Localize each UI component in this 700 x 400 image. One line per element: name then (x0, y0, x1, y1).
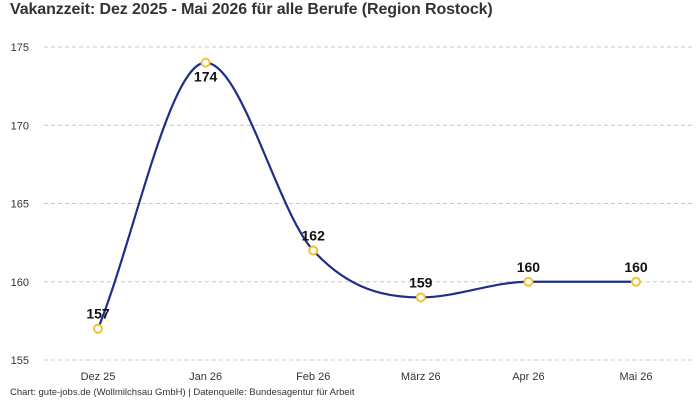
x-tick-label: Feb 26 (296, 371, 330, 383)
data-point (200, 57, 211, 68)
x-tick-label: Apr 26 (512, 371, 544, 383)
x-tick-label: Jan 26 (189, 371, 222, 383)
x-tick-label: März 26 (401, 371, 441, 383)
data-point (523, 276, 534, 287)
data-point (415, 292, 426, 303)
y-axis-ticks: 155 160 165 170 175 (11, 42, 29, 367)
data-label: 160 (624, 259, 648, 275)
data-label: 162 (302, 227, 326, 243)
data-point (631, 276, 641, 287)
data-labels: 157 174 162 159 160 160 (86, 69, 648, 322)
data-point (308, 245, 319, 256)
data-label: 174 (194, 69, 218, 85)
chart-footer: Chart: gute-jobs.de (Wollmilchsau GmbH) … (10, 387, 355, 398)
y-tick-label: 170 (11, 120, 29, 132)
x-axis-ticks: Dez 25 Jan 26 Feb 26 März 26 Apr 26 Mai 26 (81, 371, 653, 383)
y-tick-label: 165 (11, 199, 29, 211)
grid-lines (44, 46, 692, 361)
y-tick-label: 175 (11, 42, 29, 54)
data-markers (93, 57, 641, 334)
y-tick-label: 155 (11, 355, 29, 367)
data-label: 159 (409, 274, 433, 290)
y-tick-label: 160 (11, 277, 29, 289)
series-line (96, 61, 636, 330)
series-line-layer (96, 61, 636, 330)
x-tick-label: Dez 25 (81, 371, 116, 383)
data-label: 160 (517, 259, 541, 275)
data-point (93, 323, 103, 334)
chart-title: Vakanzzeit: Dez 2025 - Mai 2026 für alle… (10, 1, 493, 18)
data-label: 157 (86, 306, 110, 322)
x-tick-label: Mai 26 (619, 371, 652, 383)
